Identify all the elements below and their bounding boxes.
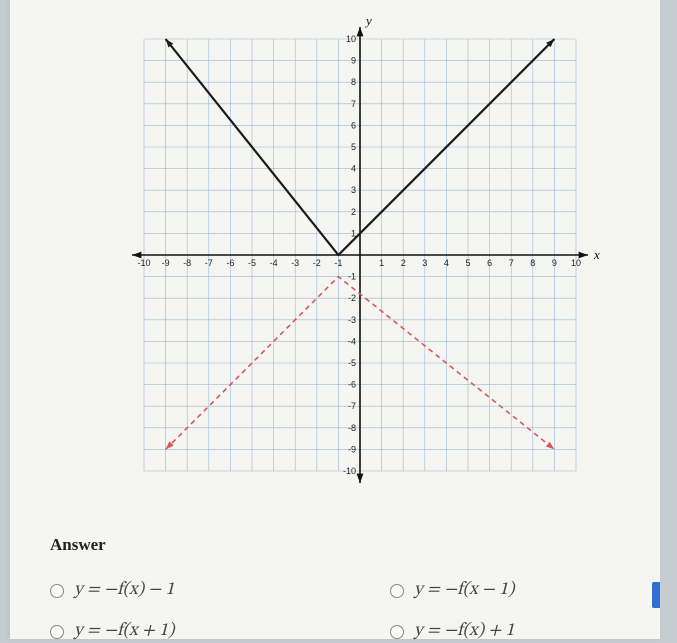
option-a[interactable]: y = −f(x) − 1: [50, 579, 310, 602]
svg-text:7: 7: [351, 99, 356, 109]
options-grid: y = −f(x) − 1 y = −f(x − 1) y = −f(x + 1…: [50, 579, 650, 643]
radio-icon: [390, 625, 404, 639]
chart-svg: -10 -9 -8 -7 -6 -5 -4 -3 -2 -1 1 2 3 4 5 6 7 8 9 10 -10 -9 -8 -…: [120, 15, 600, 495]
svg-text:-8: -8: [183, 258, 191, 268]
svg-text:8: 8: [351, 77, 356, 87]
option-b[interactable]: y = −f(x − 1): [390, 579, 650, 602]
page-container: -10 -9 -8 -7 -6 -5 -4 -3 -2 -1 1 2 3 4 5 6 7 8 9 10 -10 -9 -8 -…: [10, 0, 660, 639]
svg-text:2: 2: [401, 258, 406, 268]
svg-text:-9: -9: [162, 258, 170, 268]
svg-text:-10: -10: [137, 258, 150, 268]
answer-section: Answer y = −f(x) − 1 y = −f(x − 1) y = −…: [50, 535, 650, 643]
svg-text:y: y: [364, 15, 372, 28]
svg-text:-5: -5: [348, 358, 356, 368]
svg-text:-2: -2: [313, 258, 321, 268]
svg-text:10: 10: [346, 34, 356, 44]
svg-text:-7: -7: [348, 401, 356, 411]
svg-text:7: 7: [509, 258, 514, 268]
svg-text:10: 10: [571, 258, 581, 268]
svg-text:6: 6: [487, 258, 492, 268]
svg-text:4: 4: [351, 164, 356, 174]
svg-text:-6: -6: [348, 380, 356, 390]
svg-text:-6: -6: [226, 258, 234, 268]
svg-text:3: 3: [422, 258, 427, 268]
svg-text:6: 6: [351, 120, 356, 130]
svg-text:-4: -4: [270, 258, 278, 268]
option-d-label: y = −f(x) + 1: [414, 620, 514, 643]
svg-text:-8: -8: [348, 423, 356, 433]
option-b-label: y = −f(x − 1): [414, 579, 514, 602]
svg-text:9: 9: [351, 56, 356, 66]
svg-text:5: 5: [465, 258, 470, 268]
svg-text:x: x: [593, 247, 600, 262]
option-c-label: y = −f(x + 1): [74, 620, 174, 643]
svg-text:-7: -7: [205, 258, 213, 268]
svg-text:8: 8: [530, 258, 535, 268]
submit-button-edge[interactable]: [652, 582, 660, 608]
option-c[interactable]: y = −f(x + 1): [50, 620, 310, 643]
svg-text:-3: -3: [291, 258, 299, 268]
svg-text:-1: -1: [348, 272, 356, 282]
svg-text:1: 1: [379, 258, 384, 268]
radio-icon: [390, 584, 404, 598]
svg-text:-3: -3: [348, 315, 356, 325]
svg-text:9: 9: [552, 258, 557, 268]
svg-text:-9: -9: [348, 444, 356, 454]
svg-text:-4: -4: [348, 336, 356, 346]
answer-heading: Answer: [50, 535, 650, 555]
svg-text:-2: -2: [348, 293, 356, 303]
option-d[interactable]: y = −f(x) + 1: [390, 620, 650, 643]
svg-text:-1: -1: [334, 258, 342, 268]
svg-text:5: 5: [351, 142, 356, 152]
coordinate-chart: -10 -9 -8 -7 -6 -5 -4 -3 -2 -1 1 2 3 4 5 6 7 8 9 10 -10 -9 -8 -…: [120, 15, 600, 495]
svg-text:3: 3: [351, 185, 356, 195]
svg-text:2: 2: [351, 207, 356, 217]
radio-icon: [50, 625, 64, 639]
option-a-label: y = −f(x) − 1: [74, 579, 174, 602]
radio-icon: [50, 584, 64, 598]
svg-text:-10: -10: [343, 466, 356, 476]
svg-text:-5: -5: [248, 258, 256, 268]
svg-text:4: 4: [444, 258, 449, 268]
